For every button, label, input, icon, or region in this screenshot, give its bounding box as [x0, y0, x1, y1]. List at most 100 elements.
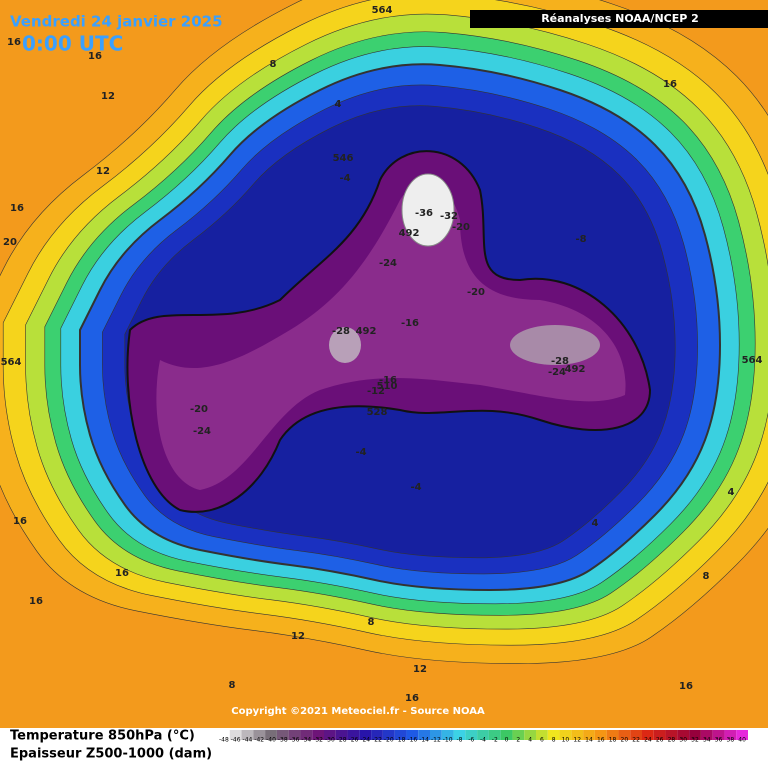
scale-swatch — [700, 730, 713, 740]
scale-swatch — [324, 730, 336, 740]
scale-swatch — [418, 730, 430, 740]
scale-swatch — [477, 730, 489, 740]
scale-label: -10 — [443, 737, 453, 744]
source-box — [470, 10, 768, 28]
contour-label: 510 — [377, 381, 398, 392]
scale-label: 38 — [727, 737, 735, 744]
scale-label: -22 — [372, 737, 382, 744]
scale-swatch — [712, 730, 725, 740]
contour-label: -4 — [410, 482, 421, 493]
contour-label: -16 — [379, 375, 397, 386]
scale-swatch — [536, 730, 548, 740]
scale-swatch — [300, 730, 313, 740]
contour-label: 492 — [565, 364, 586, 375]
contour-label: 4 — [592, 518, 599, 529]
contour-label: 8 — [229, 680, 236, 691]
scale-swatch — [465, 730, 478, 740]
contour-label: 16 — [405, 693, 419, 704]
contour-label: 546 — [333, 153, 354, 164]
scale-swatch — [430, 730, 442, 740]
scale-label: -18 — [396, 737, 406, 744]
contour-label: -4 — [355, 447, 366, 458]
scale-swatch — [571, 730, 584, 740]
scale-swatch — [347, 730, 360, 740]
contour-label: -8 — [575, 234, 586, 245]
contour-label: 16 — [663, 79, 677, 90]
scale-label: 6 — [540, 737, 544, 744]
contour-label: -20 — [467, 287, 485, 298]
cold-core-inner — [156, 182, 626, 490]
scale-swatch — [453, 730, 466, 740]
contour-label: -24 — [193, 426, 211, 437]
scale-swatch — [618, 730, 631, 740]
scale-label: -12 — [431, 737, 441, 744]
scale-label: -14 — [419, 737, 429, 744]
scale-swatch — [276, 730, 289, 740]
contour-label: 12 — [96, 166, 110, 177]
scale-label: 16 — [597, 737, 605, 744]
contour-label: 16 — [10, 203, 24, 214]
contour-label: -24 — [379, 258, 397, 269]
scale-label: -36 — [290, 737, 300, 744]
scale-swatch — [630, 730, 642, 740]
scale-swatch — [382, 730, 395, 740]
scale-swatch — [441, 730, 454, 740]
contour-label: 16 — [88, 51, 102, 62]
contour-label: 8 — [270, 59, 277, 70]
scale-label: 22 — [632, 737, 640, 744]
coldest-spot — [401, 173, 455, 247]
scale-label: -34 — [301, 737, 311, 744]
scale-swatch — [312, 730, 324, 740]
scale-label: 18 — [609, 737, 617, 744]
time: 0:00 UTC — [22, 32, 123, 56]
scale-label: 0 — [505, 737, 509, 744]
scale-label: 2 — [516, 737, 520, 744]
scale-swatch — [406, 730, 419, 740]
scale-label: 32 — [691, 737, 699, 744]
contour-label: -32 — [440, 211, 458, 222]
scale-swatch — [583, 730, 595, 740]
scale-swatch — [559, 730, 572, 740]
scale-swatch — [512, 730, 525, 740]
contour-label: 564 — [372, 5, 393, 16]
scale-swatch — [229, 730, 242, 740]
contour-label: 4 — [335, 99, 342, 110]
scale-swatch — [359, 730, 372, 740]
scale-swatch — [689, 730, 701, 740]
contour-label: 564 — [742, 355, 763, 366]
scale-swatch — [394, 730, 407, 740]
scale-swatch — [606, 730, 619, 740]
scale-label: -2 — [492, 737, 498, 744]
scale-label: 4 — [528, 737, 532, 744]
scale-swatch — [677, 730, 690, 740]
scale-swatch — [500, 730, 513, 740]
scale-label: -42 — [254, 737, 264, 744]
scale-label: -44 — [243, 737, 253, 744]
source: Réanalyses NOAA/NCEP 2 — [541, 12, 699, 25]
color-scale: -48 -46 -44 -42 -40 -38 -36 -34 -32 -30 -28 -26 -24-… — [218, 730, 748, 744]
contour-label: 12 — [413, 664, 427, 675]
contour-label: -12 — [367, 386, 385, 397]
legend-subtitle: Epaisseur Z500-1000 (dam) — [10, 747, 212, 762]
contour-label: -24 — [548, 367, 566, 378]
contour-label: 492 — [399, 228, 420, 239]
scale-swatch — [288, 730, 301, 740]
scale-swatch — [488, 730, 501, 740]
contour-label: -20 — [190, 404, 208, 415]
scale-swatch — [724, 730, 737, 740]
scale-label: -40 — [266, 737, 276, 744]
scale-swatch — [642, 730, 654, 740]
scale-swatch — [335, 730, 348, 740]
contour-label: 8 — [703, 571, 710, 582]
contour-label: 12 — [101, 91, 115, 102]
scale-label: 8 — [552, 737, 556, 744]
scale-label: 40 — [738, 737, 746, 744]
scale-label: -30 — [325, 737, 335, 744]
scale-swatch — [665, 730, 678, 740]
scale-label: -46 — [231, 737, 241, 744]
contour-label: -20 — [452, 222, 470, 233]
scale-label: 26 — [656, 737, 664, 744]
